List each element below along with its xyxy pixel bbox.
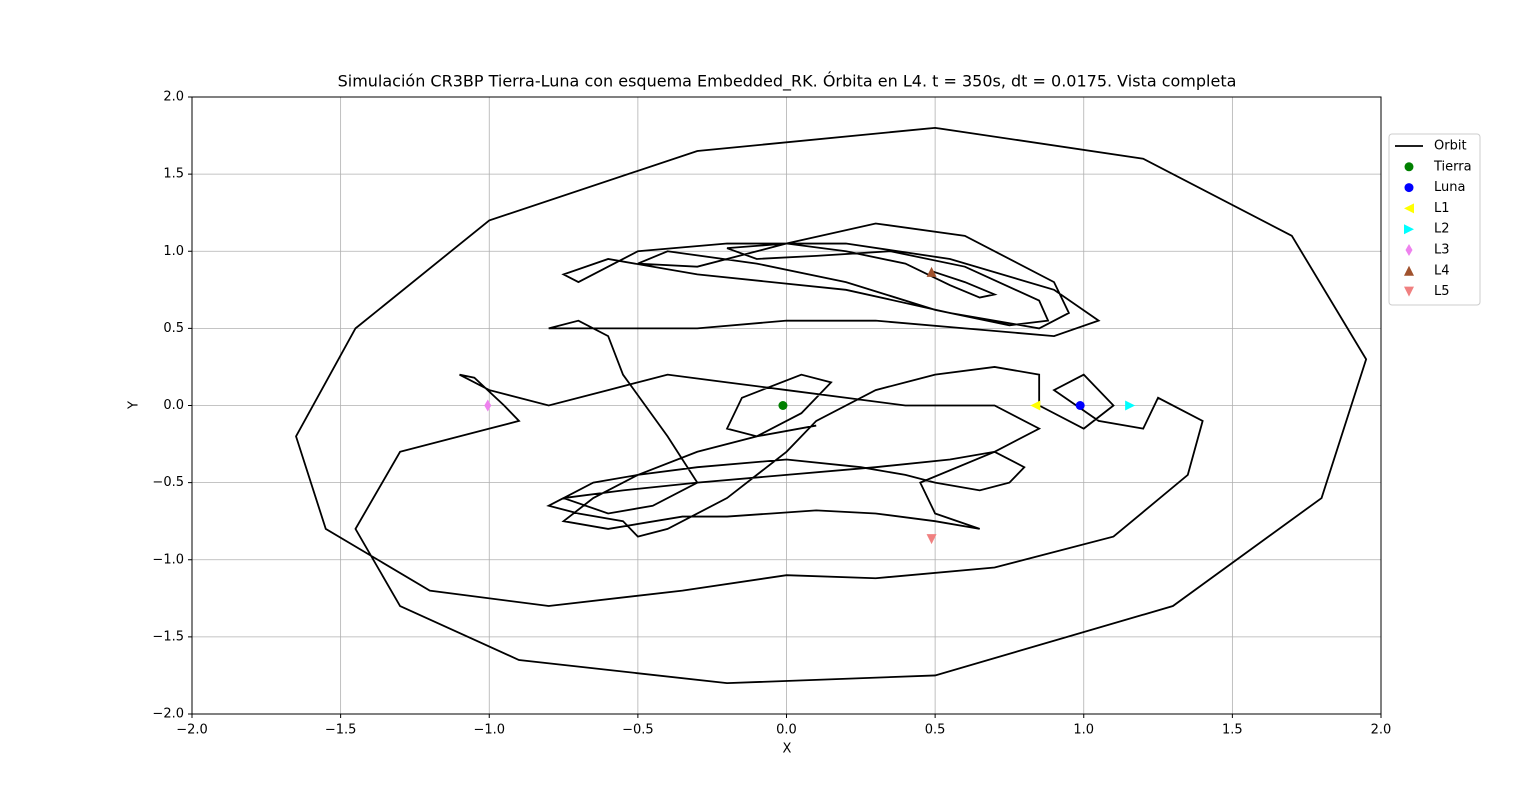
x-tick-label: −0.5: [622, 723, 654, 738]
x-tick-label: −1.5: [325, 723, 357, 738]
legend-label: Orbit: [1434, 139, 1467, 154]
y-axis-label: Y: [127, 401, 142, 410]
y-tick-label: −1.5: [152, 629, 184, 644]
point-marker: [1030, 400, 1041, 411]
x-tick-label: 0.0: [776, 723, 797, 738]
legend-handle: [1404, 224, 1414, 235]
legend-label: L1: [1434, 201, 1450, 216]
y-tick-label: 0.5: [163, 321, 184, 336]
orbit-line: [295, 126, 1368, 685]
y-tick-label: −0.5: [152, 475, 184, 490]
point-marker: [926, 534, 937, 545]
x-tick-label: 1.5: [1222, 723, 1243, 738]
x-tick-label: −2.0: [176, 723, 208, 738]
legend-label: L2: [1434, 222, 1450, 237]
y-tick-label: 0.0: [163, 398, 184, 413]
point-marker: [1125, 400, 1136, 411]
point-marker: [926, 266, 937, 277]
x-tick-label: −1.0: [473, 723, 505, 738]
x-axis-label: X: [783, 742, 792, 757]
x-tick-label: 0.5: [925, 723, 946, 738]
y-tick-label: 2.0: [163, 90, 184, 105]
legend-handle: [1404, 265, 1414, 276]
x-tick-label: 2.0: [1371, 723, 1392, 738]
legend-handle: [1404, 203, 1414, 214]
point-marker: [778, 401, 788, 410]
legend-box: [1388, 133, 1481, 306]
legend-handle: [1404, 286, 1414, 297]
point-marker: [484, 399, 492, 412]
legend-label: Luna: [1434, 180, 1465, 195]
legend-handle: [1404, 183, 1414, 193]
legend-label: Tierra: [1433, 159, 1472, 174]
y-tick-label: 1.0: [163, 244, 184, 259]
legend-label: L5: [1434, 284, 1450, 299]
point-marker: [1075, 401, 1085, 410]
y-tick-label: 1.5: [163, 167, 184, 182]
x-tick-label: 1.0: [1073, 723, 1094, 738]
chart-title: Simulación CR3BP Tierra-Luna con esquema…: [338, 72, 1237, 92]
y-tick-label: −1.0: [152, 552, 184, 567]
legend-label: L4: [1434, 263, 1450, 278]
legend-label: L3: [1434, 243, 1450, 258]
plot-frame: [191, 96, 1382, 715]
legend-handle: [1405, 244, 1413, 256]
legend-handle: [1404, 162, 1414, 172]
y-tick-label: −2.0: [152, 707, 184, 722]
